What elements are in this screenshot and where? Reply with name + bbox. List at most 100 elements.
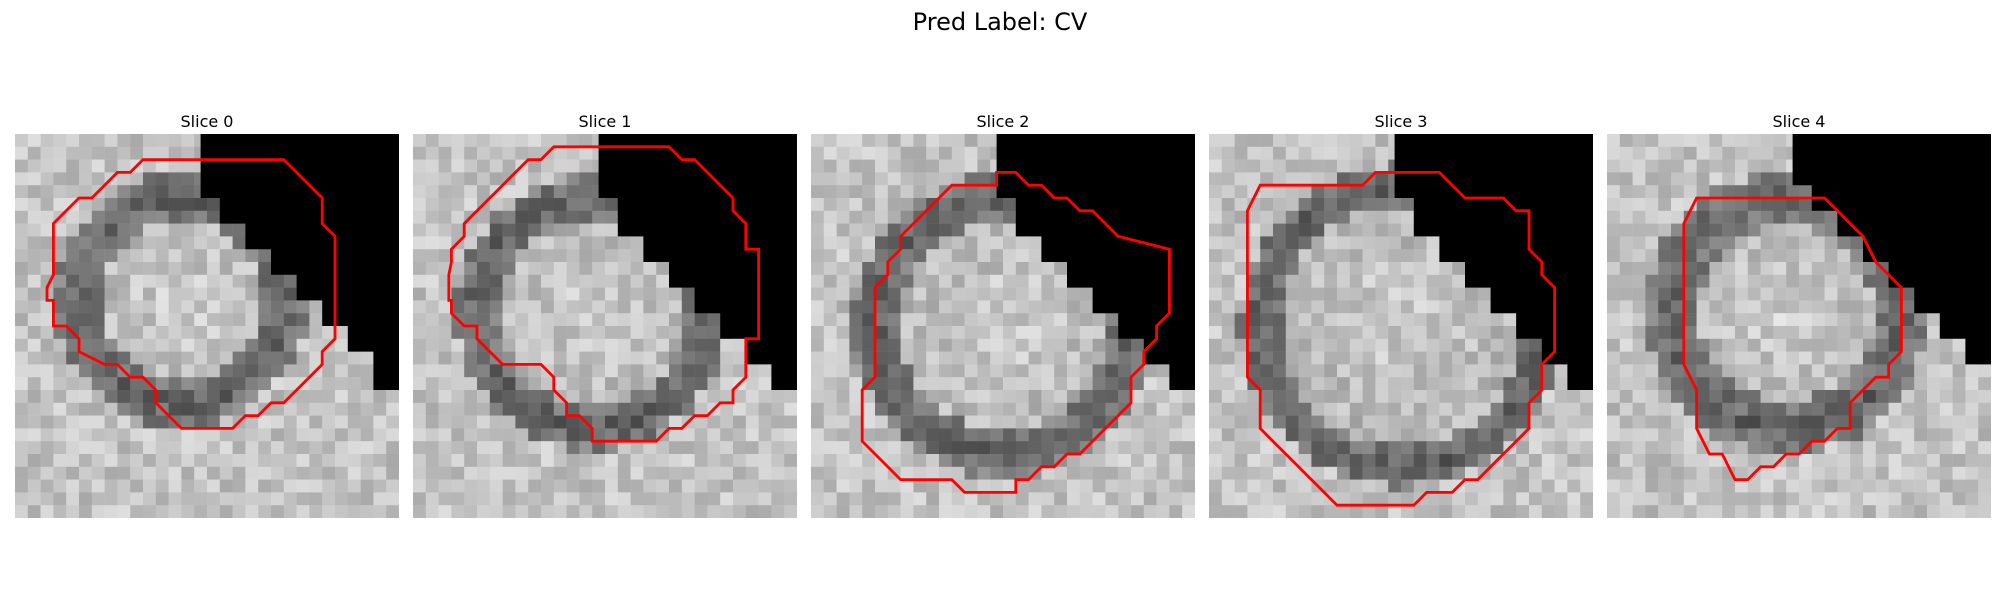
image-pixel [1875,479,1889,493]
image-pixel [1799,505,1813,518]
image-pixel [1952,377,1966,391]
image-pixel [515,198,529,212]
image-pixel [322,390,336,404]
image-pixel [990,198,1004,212]
image-pixel [219,428,233,442]
image-pixel [1003,428,1017,442]
image-pixel [27,274,41,288]
image-pixel [1054,262,1068,276]
image-pixel [1760,351,1774,365]
image-pixel [1426,351,1440,365]
image-pixel [823,351,837,365]
image-pixel [413,415,427,429]
image-pixel [579,172,593,186]
image-pixel [1580,505,1593,518]
image-pixel [168,223,182,237]
image-pixel [15,300,29,314]
image-pixel [1888,326,1902,340]
image-pixel [1285,300,1299,314]
image-pixel [27,402,41,416]
image-pixel [1516,492,1530,506]
image-pixel [1324,172,1338,186]
image-pixel [1426,390,1440,404]
image-pixel [1452,402,1466,416]
image-pixel [823,441,837,455]
image-pixel [502,505,516,518]
image-pixel [977,172,991,186]
image-pixel [53,377,67,391]
image-pixel [66,492,80,506]
image-pixel [1041,505,1055,518]
image-pixel [15,415,29,429]
image-pixel [245,390,259,404]
image-pixel [40,262,54,276]
image-pixel [1362,454,1376,468]
image-pixel [1632,223,1646,237]
image-pixel [836,300,850,314]
image-pixel [502,326,516,340]
image-pixel [1221,390,1235,404]
image-pixel [1773,223,1787,237]
image-pixel [1105,492,1119,506]
image-pixel [1273,172,1287,186]
image-pixel [1015,492,1029,506]
image-pixel [464,172,478,186]
image-pixel [40,159,54,173]
image-pixel [745,492,759,506]
image-pixel [990,249,1004,263]
image-pixel [1247,172,1261,186]
image-pixel [964,326,978,340]
image-pixel [15,479,29,493]
image-pixel [592,326,606,340]
image-pixel [1658,479,1672,493]
image-pixel [566,198,580,212]
image-pixel [1503,313,1517,327]
image-pixel [1671,134,1685,148]
image-pixel [15,185,29,199]
image-pixel [900,300,914,314]
image-pixel [168,492,182,506]
image-pixel [347,364,361,378]
image-pixel [1413,415,1427,429]
image-pixel [1054,415,1068,429]
image-pixel [1529,441,1543,455]
image-pixel [926,300,940,314]
image-pixel [104,492,118,506]
image-pixel [464,313,478,327]
image-pixel [91,210,105,224]
image-pixel [900,428,914,442]
image-pixel [1311,223,1325,237]
image-pixel [309,326,323,340]
image-pixel [1260,172,1274,186]
image-pixel [53,198,67,212]
image-pixel [862,236,876,250]
image-pixel [283,441,297,455]
image-pixel [1490,466,1504,480]
image-pixel [1452,274,1466,288]
image-pixel [939,146,953,160]
image-pixel [1683,159,1697,173]
image-pixel [887,492,901,506]
image-pixel [1939,338,1953,352]
image-pixel [130,146,144,160]
image-pixel [592,390,606,404]
image-pixel [1619,492,1633,506]
image-pixel [977,313,991,327]
image-pixel [232,223,246,237]
image-pixel [862,313,876,327]
image-pixel [964,390,978,404]
image-pixel [1965,364,1979,378]
image-pixel [1786,287,1800,301]
image-pixel [1799,428,1813,442]
image-pixel [1696,402,1710,416]
image-pixel [541,441,555,455]
image-pixel [1156,415,1170,429]
image-pixel [1079,364,1093,378]
image-pixel [913,351,927,365]
image-pixel [1490,338,1504,352]
image-pixel [1619,428,1633,442]
image-pixel [1234,402,1248,416]
image-pixel [1311,210,1325,224]
image-pixel [1696,454,1710,468]
image-pixel [1760,274,1774,288]
